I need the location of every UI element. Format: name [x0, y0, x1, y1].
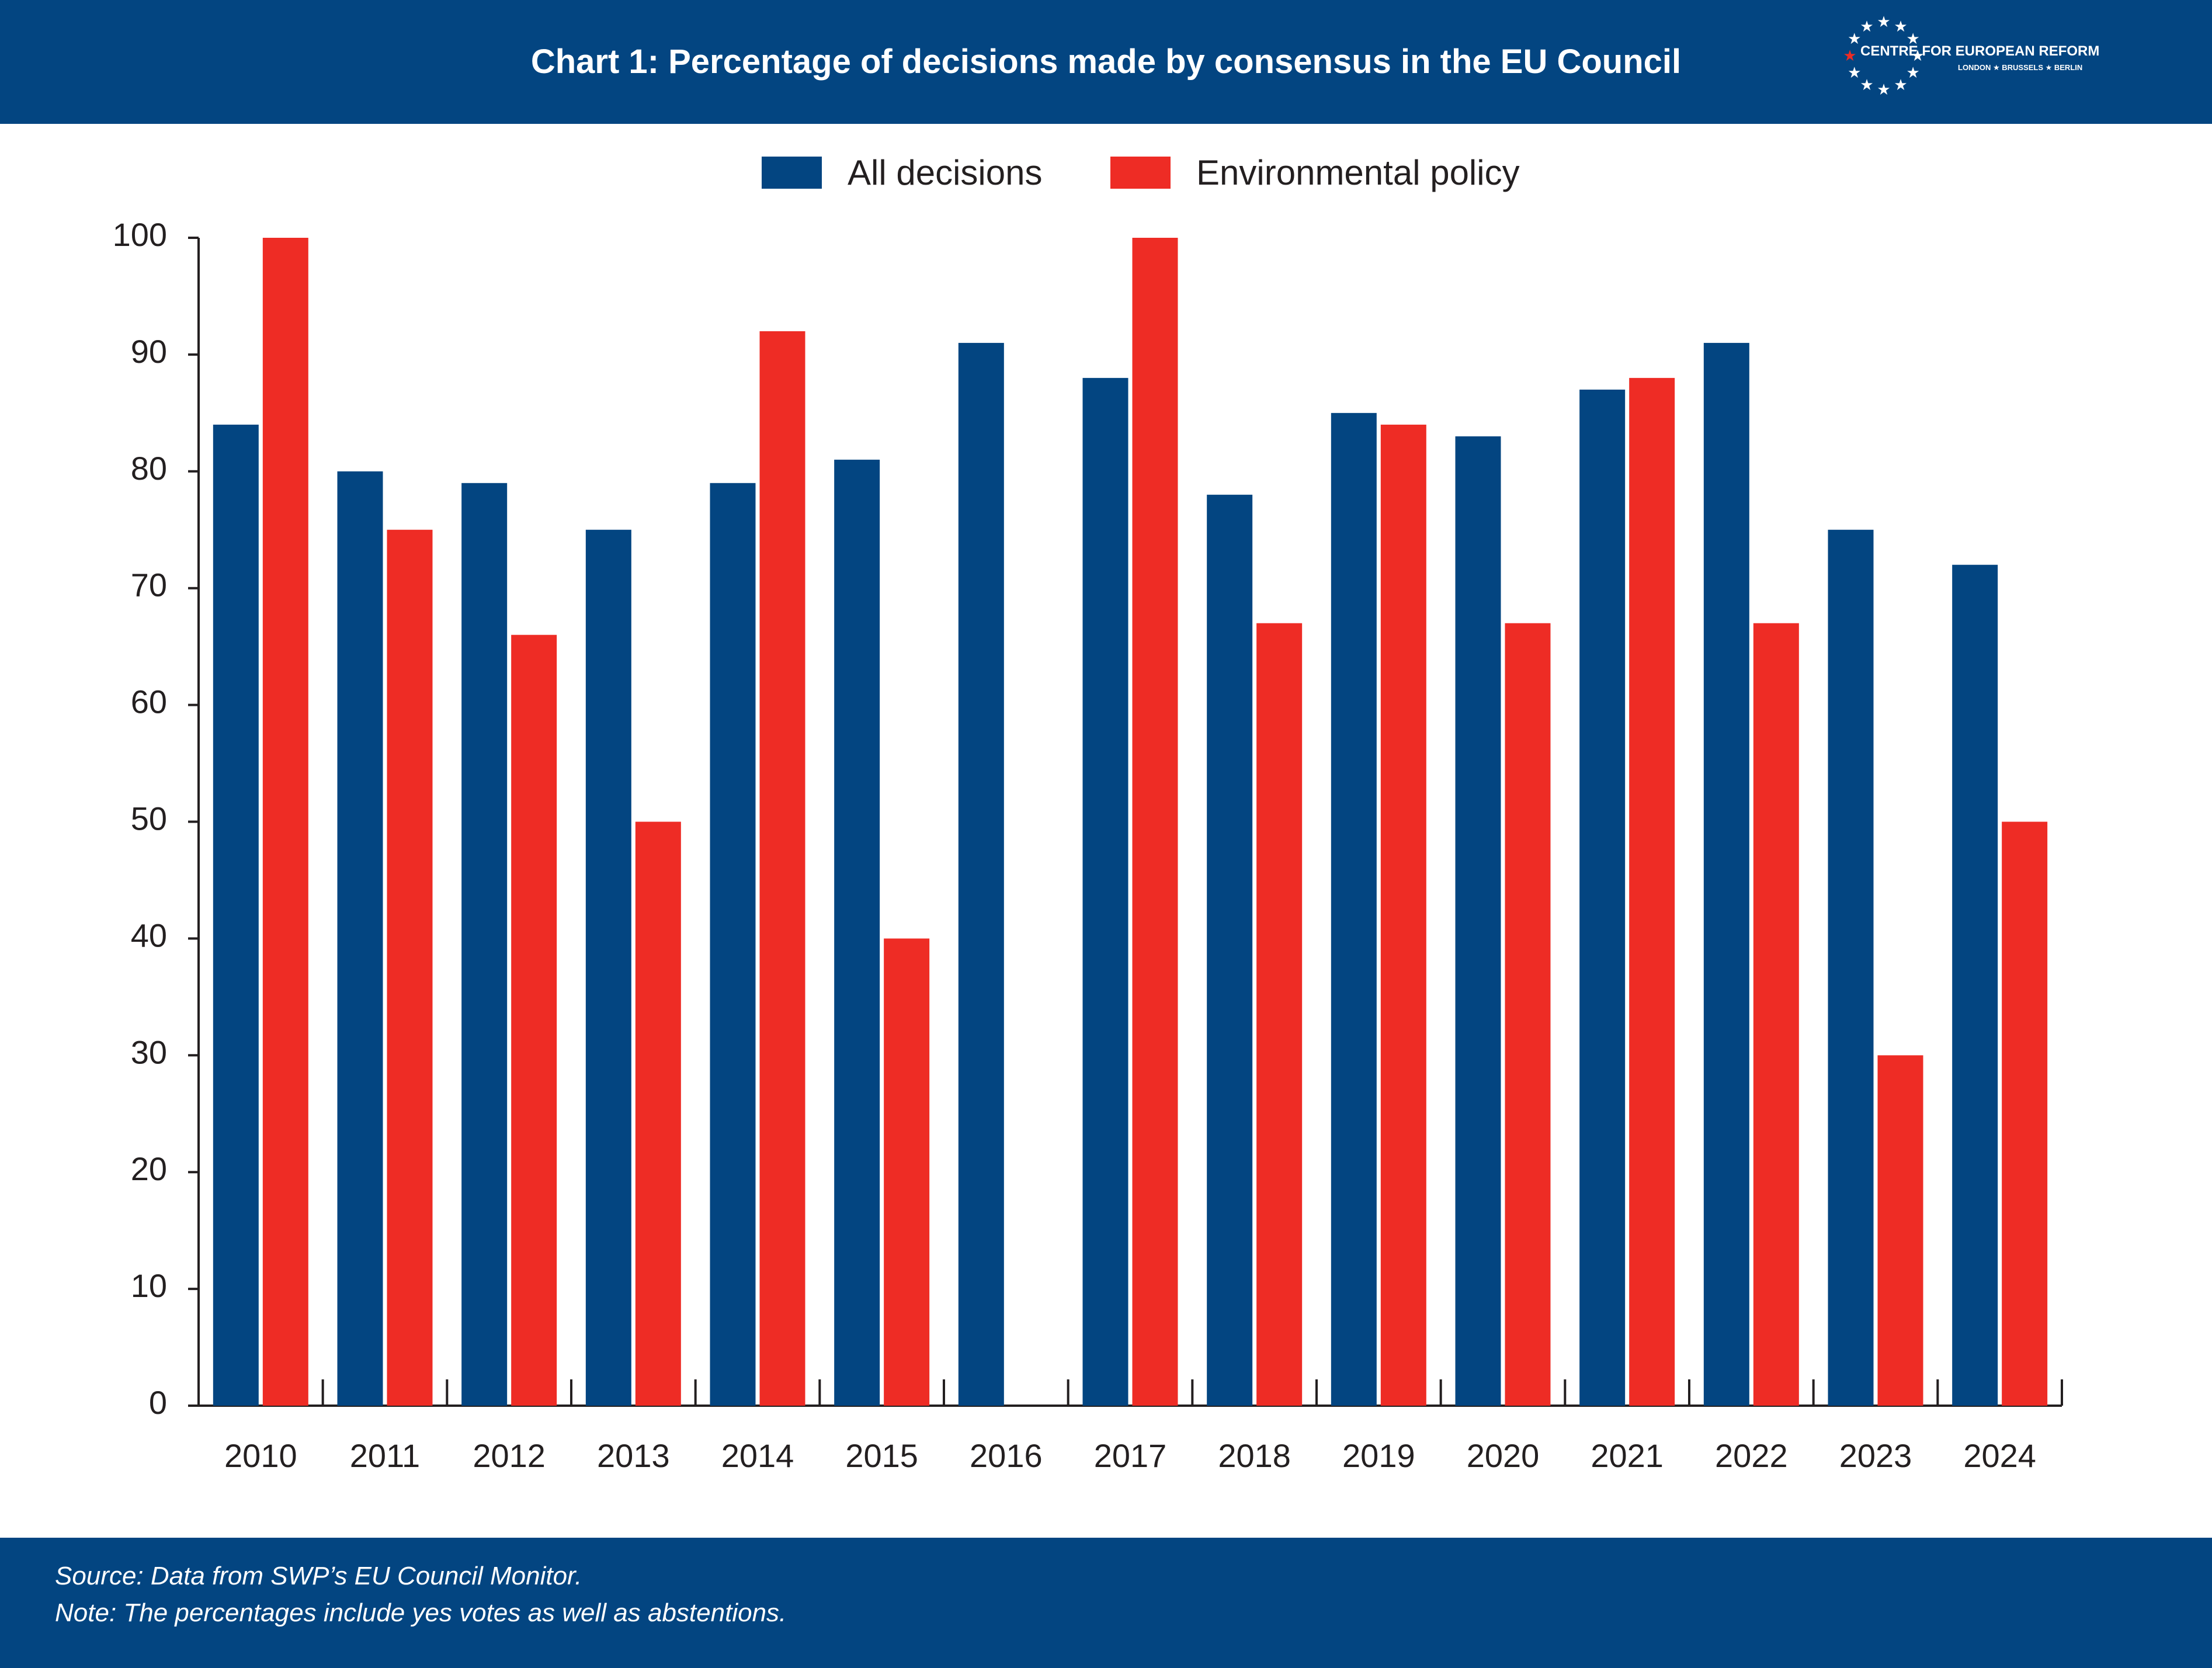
bar-all-decisions [213, 424, 259, 1406]
bar-all-decisions [1703, 342, 1749, 1406]
y-tick-label: 90 [131, 333, 167, 370]
logo-star: ★ [1894, 77, 1907, 94]
bar-environmental-policy [511, 634, 557, 1406]
legend-label-environmental-policy: Environmental policy [1196, 152, 1520, 192]
x-tick-label: 2012 [473, 1437, 546, 1474]
y-tick-label: 30 [131, 1034, 167, 1070]
legend-swatch-environmental-policy [1110, 156, 1171, 189]
x-tick-label: 2018 [1218, 1437, 1291, 1474]
x-tick-label: 2016 [970, 1437, 1043, 1474]
chart-header: Chart 1: Percentage of decisions made by… [0, 0, 2212, 124]
bar-environmental-policy [1629, 377, 1675, 1406]
x-tick-label: 2020 [1467, 1437, 1540, 1474]
y-tick-label: 100 [113, 216, 167, 253]
bar-environmental-policy [1505, 623, 1551, 1406]
bar-environmental-policy [1753, 623, 1799, 1406]
legend-label-all-decisions: All decisions [848, 152, 1043, 192]
logo-star: ★ [1848, 30, 1861, 48]
legend-swatch-all-decisions [762, 156, 822, 189]
bar-environmental-policy [1132, 238, 1178, 1406]
y-tick-label: 60 [131, 684, 167, 720]
logo-star: ★ [1877, 81, 1890, 99]
x-tick-label: 2019 [1342, 1437, 1415, 1474]
bar-all-decisions [337, 471, 383, 1406]
bar-all-decisions [585, 529, 631, 1406]
x-tick-label: 2010 [224, 1437, 297, 1474]
logo-star: ★ [1860, 18, 1873, 36]
bar-environmental-policy [635, 821, 681, 1406]
bar-environmental-policy [884, 938, 930, 1406]
x-tick-label: 2021 [1591, 1437, 1664, 1474]
chart-title: Chart 1: Percentage of decisions made by… [530, 43, 1682, 81]
logo-star: ★ [1907, 64, 1920, 82]
bar-all-decisions [1455, 436, 1501, 1406]
y-tick-label: 10 [131, 1267, 167, 1304]
y-tick-label: 80 [131, 450, 167, 487]
bar-all-decisions [1828, 529, 1874, 1406]
logo-star: ★ [1877, 13, 1890, 31]
chart-footer: Source: Data from SWP’s EU Council Monit… [0, 1538, 2212, 1668]
bar-all-decisions [1952, 564, 1998, 1406]
bar-all-decisions [1579, 389, 1626, 1406]
x-tick-label: 2014 [721, 1437, 794, 1474]
bar-environmental-policy [1256, 623, 1303, 1406]
bar-all-decisions [710, 483, 756, 1406]
y-tick-label: 40 [131, 917, 167, 953]
x-tick-label: 2013 [597, 1437, 670, 1474]
bar-environmental-policy [2002, 821, 2048, 1406]
logo-cities: LONDON ★ BRUSSELS ★ BERLIN [1958, 63, 2083, 72]
y-tick-label: 0 [149, 1384, 167, 1421]
bar-environmental-policy [759, 331, 805, 1406]
bar-environmental-policy [262, 238, 308, 1406]
x-tick-label: 2024 [1963, 1437, 2036, 1474]
bar-all-decisions [461, 483, 508, 1406]
methodology-note: Note: The percentages include yes votes … [55, 1598, 787, 1627]
x-tick-label: 2022 [1715, 1437, 1788, 1474]
x-tick-label: 2017 [1094, 1437, 1167, 1474]
logo-star: ★ [1848, 64, 1861, 82]
x-tick-label: 2015 [845, 1437, 918, 1474]
legend-item-environmental-policy: Environmental policy [1110, 149, 1520, 196]
y-tick-label: 50 [131, 800, 167, 837]
bar-environmental-policy [1380, 424, 1426, 1406]
bar-all-decisions [1331, 412, 1377, 1406]
bar-environmental-policy [1877, 1055, 1923, 1406]
source-note: Source: Data from SWP’s EU Council Monit… [55, 1562, 582, 1590]
logo-star: ★ [1860, 77, 1873, 94]
x-tick-label: 2023 [1839, 1437, 1912, 1474]
logo-star: ★ [1907, 30, 1920, 48]
logo-star: ★ [1911, 47, 1924, 65]
bar-all-decisions [1207, 494, 1253, 1406]
bar-all-decisions [834, 459, 880, 1406]
cer-logo: ★ ★★★★★★★★★★★ [1843, 13, 1924, 99]
x-tick-label: 2011 [350, 1437, 420, 1474]
legend-item-all-decisions: All decisions [762, 149, 1043, 196]
bar-environmental-policy [387, 529, 433, 1406]
bar-all-decisions [1082, 377, 1128, 1406]
y-tick-label: 20 [131, 1150, 167, 1187]
logo-name: CENTRE FOR EUROPEAN REFORM [1860, 43, 2100, 59]
y-tick-label: 70 [131, 567, 167, 604]
logo-star: ★ [1843, 47, 1856, 65]
logo-star: ★ [1894, 18, 1907, 36]
bar-all-decisions [958, 342, 1004, 1406]
